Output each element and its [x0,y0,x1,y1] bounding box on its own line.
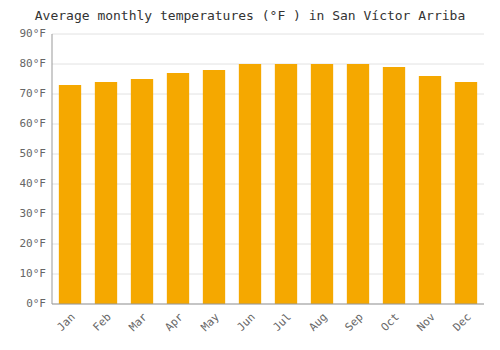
x-tick-label: Jan [55,311,78,334]
x-tick-label: Jul [271,311,294,334]
grid-line [52,304,484,305]
x-axis: Jan Feb Mar Apr May Jun Jul Aug Sep Oct Nov Dec [55,310,474,334]
x-tick-label: Mar [127,310,151,334]
x-tick-label: Dec [451,311,474,334]
y-tick-label: 0°F [26,297,46,310]
y-tick-label: 50°F [20,147,47,160]
y-tick-label: 40°F [20,177,47,190]
grid-line [52,64,484,65]
bars [59,64,477,304]
chart-container: Average monthly temperatures (°F ) in Sa… [0,0,500,350]
y-axis-line [52,34,53,304]
bar [383,67,405,304]
grid [52,34,484,304]
x-tick-label: Aug [307,311,330,334]
x-tick-label: Oct [379,311,402,334]
bar [275,64,297,304]
y-tick-label: 30°F [20,207,47,220]
x-tick-label: Sep [343,311,366,334]
x-tick-label: Apr [163,310,187,334]
chart: Average monthly temperatures (°F ) in Sa… [0,0,500,350]
y-tick-label: 60°F [20,117,47,130]
x-tick-label: Feb [91,311,114,334]
x-tick-label: Jun [235,311,258,334]
bar [419,76,441,304]
y-tick-label: 80°F [20,57,47,70]
bar [167,73,189,304]
bar [311,64,333,304]
bar [131,79,153,304]
x-tick-label: Nov [415,310,439,334]
y-axis: 0°F 10°F 20°F 30°F 40°F 50°F 60°F 70°F 80°F 90°F [20,27,47,310]
bar [347,64,369,304]
x-axis-line [52,304,484,305]
bar [239,64,261,304]
bar [59,85,81,304]
x-tick-label: May [199,310,223,334]
bar [95,82,117,304]
title: Average monthly temperatures (°F ) in Sa… [35,8,465,23]
y-tick-label: 10°F [20,267,47,280]
y-tick-label: 20°F [20,237,47,250]
y-tick-label: 70°F [20,87,47,100]
bar [203,70,225,304]
bar [455,82,477,304]
y-tick-label: 90°F [20,27,47,40]
grid-line [52,34,484,35]
